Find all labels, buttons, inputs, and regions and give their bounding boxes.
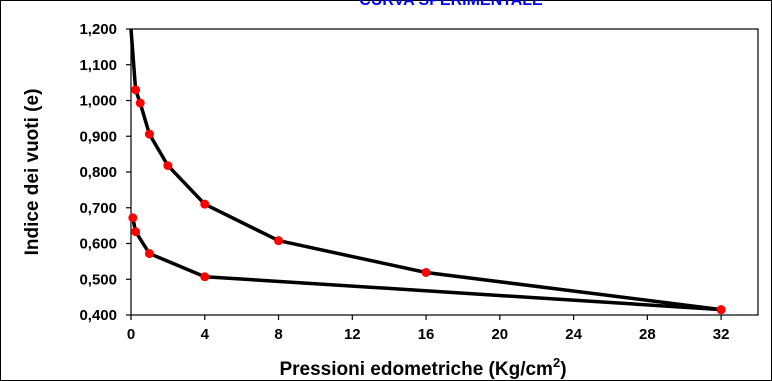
data-point	[131, 227, 141, 237]
y-tick-label: 0,400	[79, 307, 117, 324]
x-tick-label: 20	[491, 326, 508, 343]
data-point	[274, 236, 284, 246]
x-axis-title-suffix: )	[560, 359, 566, 380]
chart-title: CURVA SPERIMENTALE	[359, 0, 543, 9]
y-tick-label: 0,600	[79, 236, 117, 253]
y-tick-label: 0,700	[79, 200, 117, 217]
x-axis-title: Pressioni edometriche (Kg/cm2)	[279, 355, 566, 380]
y-tick-label: 0,500	[79, 271, 117, 288]
y-tick-label: 0,900	[79, 128, 117, 145]
data-point	[144, 249, 154, 259]
y-tick-label: 1,100	[79, 57, 117, 74]
x-axis-title-main: Pressioni edometriche (Kg/cm	[279, 359, 552, 380]
marker-layer	[128, 85, 726, 315]
data-point	[135, 98, 145, 108]
x-tick-label: 28	[639, 326, 656, 343]
x-axis-title-superscript: 2	[553, 355, 560, 370]
y-tick-label: 0,800	[79, 164, 117, 181]
data-point	[200, 272, 210, 282]
x-tick-label: 0	[127, 326, 135, 343]
x-tick-label: 24	[565, 326, 582, 343]
x-tick-label: 8	[274, 326, 282, 343]
y-tick-label: 1,000	[79, 93, 117, 110]
data-point	[163, 161, 173, 171]
data-point	[716, 305, 726, 315]
plot-area	[130, 28, 759, 316]
x-tick-label: 32	[713, 326, 730, 343]
x-tick-label: 4	[201, 326, 210, 343]
data-point	[200, 199, 210, 209]
data-point	[128, 213, 138, 223]
ticks-layer: 0 4 8 12 16 20 24 28 32 0,400 0,500 0,600 0,700 0,800…	[79, 21, 729, 343]
y-axis-title: Indice dei vuoti (e)	[22, 89, 43, 256]
data-point	[131, 85, 141, 95]
x-tick-label: 16	[418, 326, 435, 343]
data-point	[144, 129, 154, 139]
y-tick-label: 1,200	[79, 21, 117, 38]
x-tick-label: 12	[344, 326, 361, 343]
data-point	[421, 267, 431, 277]
